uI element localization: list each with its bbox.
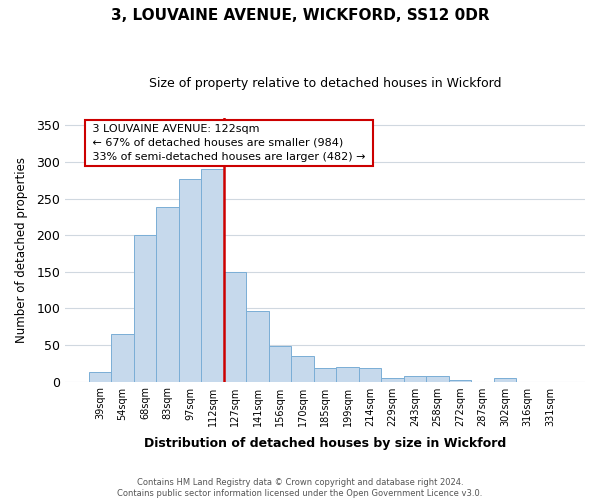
- Bar: [269, 346, 291, 382]
- Bar: [224, 272, 246, 382]
- X-axis label: Distribution of detached houses by size in Wickford: Distribution of detached houses by size …: [144, 437, 506, 450]
- Bar: [427, 376, 449, 382]
- Bar: [246, 310, 269, 382]
- Bar: [494, 378, 517, 382]
- Bar: [134, 235, 156, 382]
- Bar: [89, 372, 111, 382]
- Bar: [201, 170, 224, 382]
- Text: 3, LOUVAINE AVENUE, WICKFORD, SS12 0DR: 3, LOUVAINE AVENUE, WICKFORD, SS12 0DR: [110, 8, 490, 22]
- Bar: [382, 378, 404, 382]
- Bar: [336, 367, 359, 382]
- Bar: [291, 356, 314, 382]
- Bar: [111, 334, 134, 382]
- Title: Size of property relative to detached houses in Wickford: Size of property relative to detached ho…: [149, 78, 501, 90]
- Bar: [179, 179, 201, 382]
- Bar: [314, 368, 336, 382]
- Bar: [359, 368, 382, 382]
- Bar: [449, 380, 472, 382]
- Text: 3 LOUVAINE AVENUE: 122sqm
 ← 67% of detached houses are smaller (984)
 33% of se: 3 LOUVAINE AVENUE: 122sqm ← 67% of detac…: [89, 124, 369, 162]
- Y-axis label: Number of detached properties: Number of detached properties: [15, 157, 28, 343]
- Text: Contains HM Land Registry data © Crown copyright and database right 2024.
Contai: Contains HM Land Registry data © Crown c…: [118, 478, 482, 498]
- Bar: [156, 208, 179, 382]
- Bar: [404, 376, 427, 382]
